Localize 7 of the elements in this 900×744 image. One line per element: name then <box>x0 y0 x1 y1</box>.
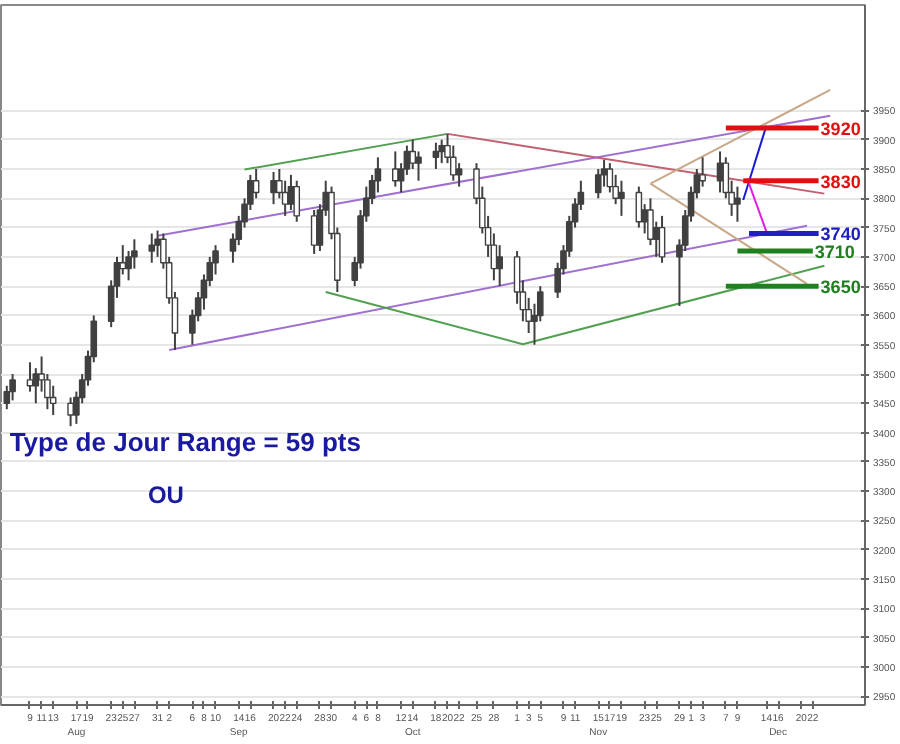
annotation: Type de Jour Range = 59 pts <box>9 426 361 457</box>
series-label: 3920 <box>820 119 861 140</box>
series-label: 3650 <box>820 277 861 298</box>
series-label: 3740 <box>820 224 861 245</box>
series-label: 3830 <box>820 171 861 192</box>
annotation: OU <box>147 481 184 509</box>
series-label: 3710 <box>814 242 855 263</box>
